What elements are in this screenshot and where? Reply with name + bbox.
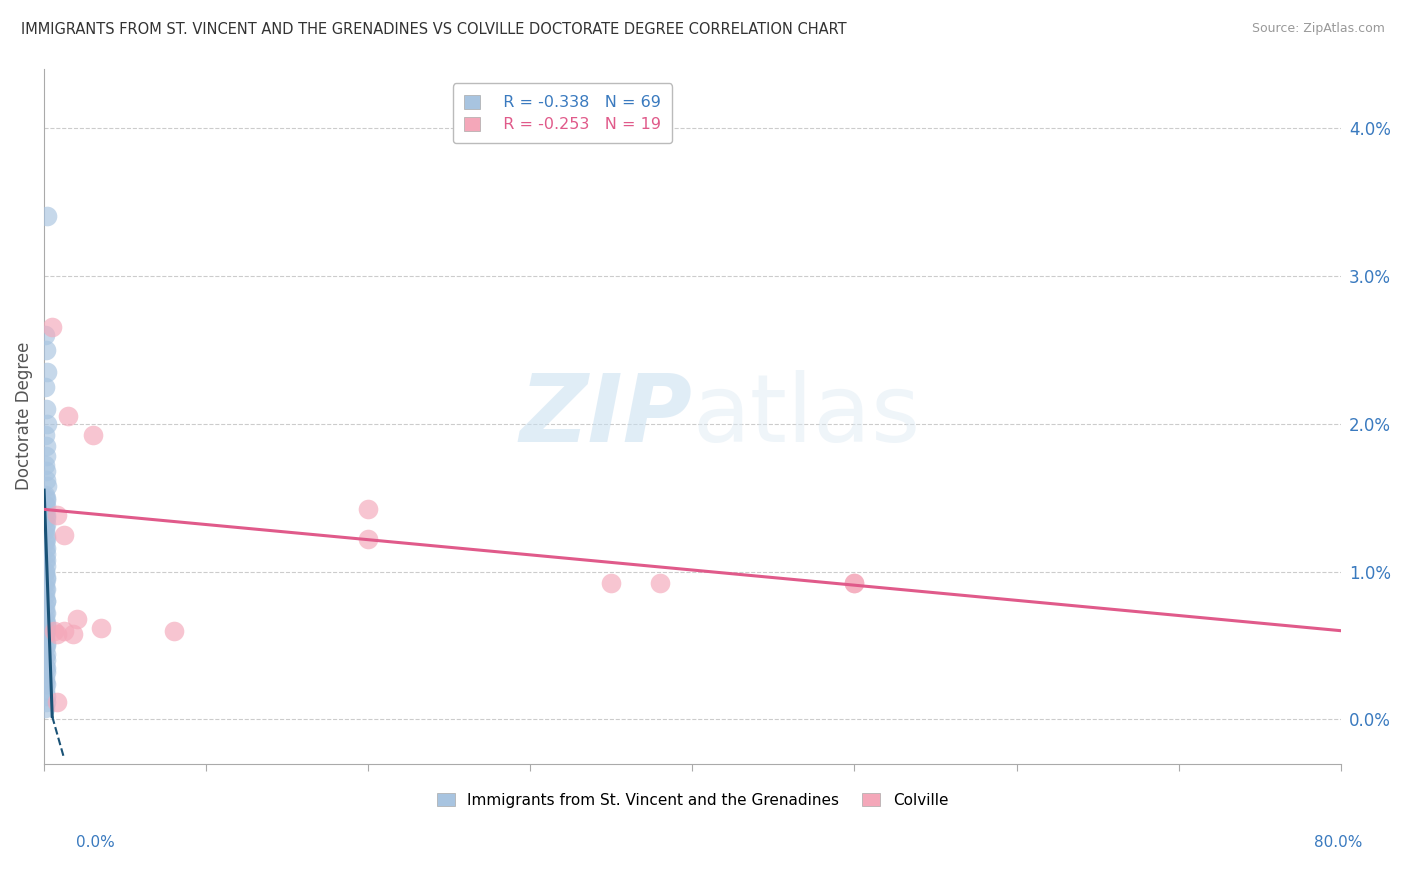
Point — [65, 612, 87, 626]
Point — [34, 565, 56, 579]
Point — [844, 576, 866, 591]
Point — [35, 639, 58, 653]
Point — [35, 695, 58, 709]
Point — [46, 695, 69, 709]
Point — [35, 449, 58, 463]
Point — [35, 689, 58, 703]
Point — [34, 675, 56, 690]
Point — [35, 479, 58, 493]
Point — [600, 576, 623, 591]
Point — [46, 508, 69, 523]
Point — [35, 343, 58, 357]
Point — [34, 626, 56, 640]
Point — [35, 473, 58, 487]
Point — [34, 641, 56, 656]
Point — [35, 493, 58, 508]
Point — [35, 532, 58, 546]
Point — [35, 417, 58, 431]
Point — [34, 612, 56, 626]
Point — [34, 565, 56, 579]
Point — [35, 660, 58, 674]
Point — [163, 624, 186, 638]
Point — [35, 617, 58, 632]
Point — [35, 210, 58, 224]
Legend: Immigrants from St. Vincent and the Grenadines, Colville: Immigrants from St. Vincent and the Gren… — [429, 785, 956, 815]
Point — [34, 535, 56, 549]
Point — [35, 558, 58, 573]
Point — [35, 677, 58, 691]
Point — [35, 606, 58, 620]
Point — [35, 653, 58, 667]
Point — [34, 379, 56, 393]
Point — [35, 570, 58, 584]
Point — [35, 547, 58, 561]
Point — [34, 606, 56, 620]
Text: ZIP: ZIP — [519, 370, 692, 462]
Point — [35, 635, 58, 649]
Text: 0.0%: 0.0% — [76, 836, 115, 850]
Point — [35, 401, 58, 416]
Point — [35, 511, 58, 525]
Point — [35, 508, 58, 523]
Text: IMMIGRANTS FROM ST. VINCENT AND THE GRENADINES VS COLVILLE DOCTORATE DEGREE CORR: IMMIGRANTS FROM ST. VINCENT AND THE GREN… — [21, 22, 846, 37]
Point — [35, 491, 58, 505]
Point — [62, 626, 84, 640]
Point — [34, 523, 56, 537]
Point — [34, 505, 56, 519]
Point — [34, 458, 56, 472]
Point — [90, 621, 112, 635]
Point — [58, 409, 80, 424]
Point — [35, 624, 58, 638]
Point — [82, 428, 104, 442]
Point — [34, 498, 56, 512]
Point — [42, 624, 65, 638]
Point — [34, 659, 56, 673]
Point — [34, 487, 56, 501]
Point — [34, 582, 56, 597]
Point — [37, 365, 59, 379]
Text: atlas: atlas — [692, 370, 921, 462]
Point — [35, 616, 58, 631]
Point — [35, 594, 58, 608]
Point — [357, 532, 380, 546]
Point — [35, 541, 58, 555]
Point — [34, 520, 56, 534]
Point — [35, 665, 58, 679]
Point — [34, 327, 56, 342]
Point — [35, 582, 58, 597]
Point — [34, 630, 56, 644]
Text: 80.0%: 80.0% — [1315, 836, 1362, 850]
Point — [34, 671, 56, 685]
Text: Source: ZipAtlas.com: Source: ZipAtlas.com — [1251, 22, 1385, 36]
Point — [35, 572, 58, 586]
Point — [357, 502, 380, 516]
Point — [35, 464, 58, 478]
Point — [35, 594, 58, 608]
Point — [34, 700, 56, 714]
Point — [35, 439, 58, 453]
Point — [34, 552, 56, 566]
Point — [34, 428, 56, 442]
Point — [35, 517, 58, 532]
Point — [34, 588, 56, 602]
Point — [41, 320, 63, 334]
Point — [35, 529, 58, 543]
Point — [35, 648, 58, 662]
Point — [34, 650, 56, 665]
Point — [46, 626, 69, 640]
Point — [34, 576, 56, 591]
Point — [35, 500, 58, 514]
Point — [34, 682, 56, 697]
Point — [35, 552, 58, 566]
Point — [648, 576, 671, 591]
Point — [34, 542, 56, 557]
Y-axis label: Doctorate Degree: Doctorate Degree — [15, 342, 32, 491]
Point — [52, 624, 75, 638]
Point — [52, 527, 75, 541]
Point — [844, 576, 866, 591]
Point — [34, 599, 56, 614]
